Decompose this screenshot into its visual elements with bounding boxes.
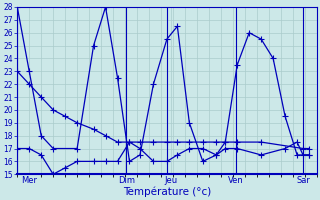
X-axis label: Température (°c): Température (°c)	[123, 186, 211, 197]
